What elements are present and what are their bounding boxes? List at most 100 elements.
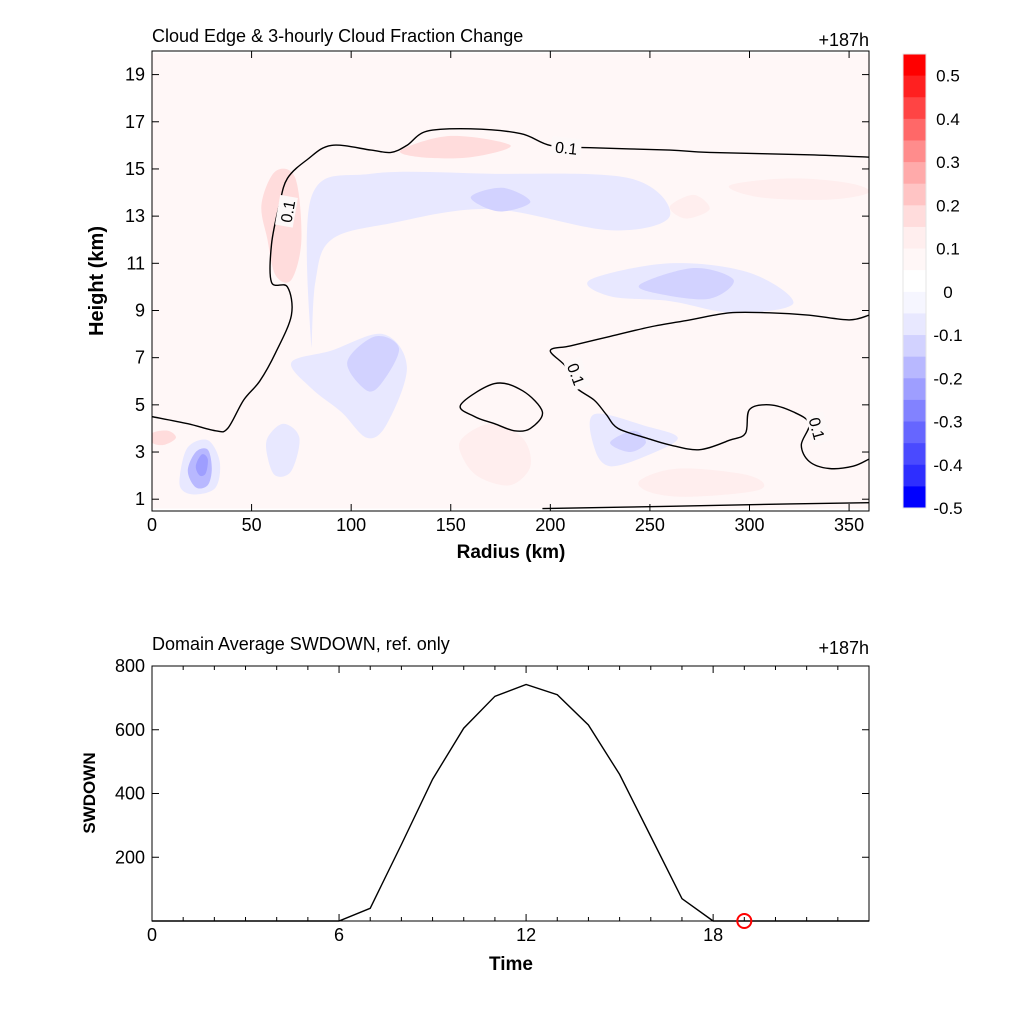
- colorbar-swatch: [903, 313, 926, 336]
- colorbar-swatch: [903, 205, 926, 228]
- cloud-chart-xlabel: Radius (km): [457, 542, 566, 563]
- x-tick-label: 18: [703, 925, 723, 945]
- colorbar-tick-label: 0.2: [936, 196, 960, 215]
- colorbar-swatch: [903, 226, 926, 250]
- y-tick-label: 11: [126, 253, 145, 273]
- positive-change-region: [399, 135, 511, 159]
- contour-line: [152, 127, 869, 433]
- colorbar-swatch: [903, 270, 926, 293]
- x-tick-label: 12: [516, 925, 536, 945]
- x-tick-label: 250: [635, 515, 665, 535]
- contour-label: 0.1: [563, 361, 587, 388]
- contour-label-bg: [274, 194, 298, 228]
- swdown-chart-xlabel: Time: [489, 954, 533, 975]
- swdown-chart-axes: 0 6 12 18 200 400 600 800: [115, 656, 870, 945]
- y-tick-label: 600: [115, 720, 145, 740]
- cloud-fraction-fills: [152, 53, 869, 509]
- colorbar-swatch: [903, 464, 926, 487]
- y-tick-label: 15: [125, 159, 145, 179]
- colorbar-swatch: [903, 378, 926, 401]
- cloud-chart-time-label: +187h: [818, 30, 869, 50]
- current-time-marker: [736, 913, 753, 929]
- colorbar-swatch: [903, 54, 926, 77]
- x-tick-label: 150: [436, 515, 466, 535]
- y-tick-label: 9: [135, 300, 145, 320]
- colorbar-tick-label: 0.5: [936, 67, 960, 86]
- y-tick-label: 5: [135, 395, 145, 415]
- contour-line: [549, 311, 869, 470]
- y-tick-label: 3: [135, 442, 145, 462]
- x-tick-label: 200: [535, 515, 565, 535]
- x-tick-label: 100: [336, 515, 366, 535]
- y-tick-label: 17: [125, 112, 145, 132]
- negative-change-region: [610, 430, 646, 452]
- negative-change-region: [347, 335, 400, 392]
- colorbar-swatch: [903, 335, 926, 358]
- colorbar-swatch: [903, 75, 926, 98]
- colorbar-swatch: [903, 248, 926, 271]
- x-tick-label: 0: [147, 925, 157, 945]
- cloud-chart-frame: [151, 50, 870, 512]
- colorbar-frame: [902, 53, 927, 509]
- x-tick-label: 6: [334, 925, 344, 945]
- colorbar-swatch: [903, 421, 926, 444]
- positive-change-region: [669, 194, 710, 219]
- contour-line: [459, 382, 544, 432]
- swdown-chart-ylabel: SWDOWN: [80, 752, 99, 833]
- colorbar-swatch: [903, 162, 926, 185]
- y-tick-label: 7: [135, 348, 145, 368]
- positive-change-region: [459, 423, 531, 486]
- colorbar-swatch: [903, 140, 926, 163]
- y-tick-label: 19: [125, 65, 145, 85]
- contour-label-bg: [550, 136, 583, 158]
- colorbar-swatch: [903, 97, 926, 120]
- negative-change-region: [265, 423, 300, 477]
- positive-change-region: [638, 468, 765, 497]
- y-tick-label: 400: [115, 784, 145, 804]
- colorbar-swatch: [903, 486, 926, 509]
- colorbar-swatch: [903, 443, 926, 466]
- swdown-chart-title: Domain Average SWDOWN, ref. only: [152, 634, 450, 654]
- colorbar-tick-label: 0.1: [936, 240, 960, 259]
- negative-change-region: [638, 267, 734, 300]
- y-tick-label: 1: [135, 489, 145, 509]
- y-tick-label: 13: [125, 206, 145, 226]
- negative-change-region: [306, 171, 671, 349]
- swdown-chart: Domain Average SWDOWN, ref. only +187h 0…: [80, 634, 870, 975]
- contour-label: 0.1: [279, 199, 300, 224]
- contour-line: [542, 502, 869, 510]
- colorbar-tick-label: 0: [943, 283, 952, 302]
- contour-label-bg: [805, 411, 831, 445]
- colorbar-swatch: [903, 118, 926, 141]
- contour-labels: 0.1 0.1 0.1 0.1: [274, 136, 831, 445]
- x-tick-label: 350: [834, 515, 864, 535]
- colorbar-swatch: [903, 183, 926, 206]
- x-tick-label: 0: [147, 515, 157, 535]
- y-tick-label: 800: [115, 656, 145, 676]
- contour-label: 0.1: [554, 140, 578, 159]
- colorbar-swatch: [903, 399, 926, 423]
- cloud-chart-ylabel: Height (km): [86, 226, 108, 336]
- x-tick-label: 300: [734, 515, 764, 535]
- colorbar-tick-label: -0.1: [933, 326, 962, 345]
- colorbar-tick-label: -0.2: [933, 369, 962, 388]
- colorbar-swatch: [903, 291, 926, 314]
- cloud-chart-title: Cloud Edge & 3-hourly Cloud Fraction Cha…: [152, 26, 523, 46]
- y-tick-label: 200: [115, 847, 145, 867]
- colorbar-tick-label: -0.4: [933, 456, 962, 475]
- swdown-series-line: [152, 683, 869, 922]
- cloud-edge-contours: [152, 127, 869, 510]
- x-tick-label: 50: [242, 515, 262, 535]
- contour-label: 0.1: [805, 416, 827, 442]
- swdown-chart-frame: [151, 665, 870, 922]
- negative-change-region: [470, 187, 531, 212]
- colorbar-tick-label: -0.3: [933, 413, 962, 432]
- contour-label-bg: [563, 356, 591, 392]
- cloud-fraction-chart: Cloud Edge & 3-hourly Cloud Fraction Cha…: [86, 26, 963, 563]
- colorbar-swatch: [903, 356, 926, 379]
- positive-change-region: [728, 178, 869, 200]
- positive-change-region: [152, 430, 176, 446]
- colorbar-tick-label: 0.3: [936, 153, 960, 172]
